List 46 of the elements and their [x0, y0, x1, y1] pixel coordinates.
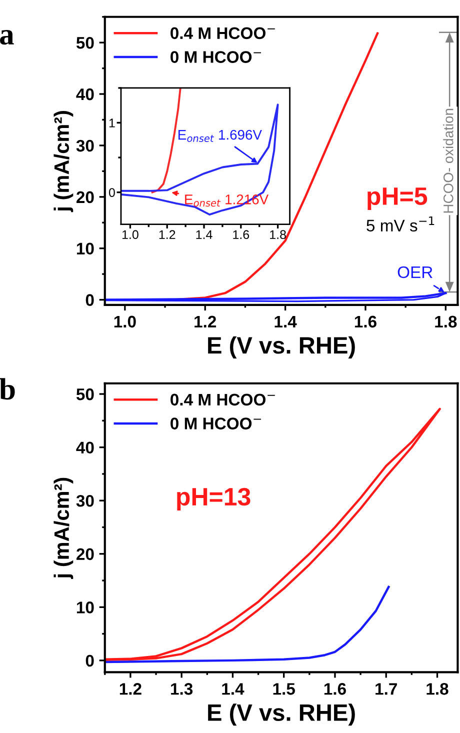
legend-label: 0.4 M HCOO$^{−}$	[170, 27, 275, 40]
y-tick-label: 10	[76, 242, 94, 255]
y-tick-label: 30	[76, 494, 94, 507]
y-tick-label: 30	[76, 140, 94, 152]
annotation: pH=5	[368, 188, 428, 210]
x-tick-label: 1.6	[354, 316, 376, 328]
y-tick-label: 50	[76, 36, 94, 49]
x-tick-label: 1.2	[120, 683, 142, 695]
x-tick-label: 1.8	[435, 316, 457, 328]
x-tick-label: 1.2	[159, 230, 176, 239]
y-tick-label: 10	[76, 602, 94, 614]
x-tick-label: 1.6	[233, 230, 250, 240]
y-tick-label: 1	[109, 118, 115, 128]
y-tick-label: 0	[108, 188, 115, 197]
x-tick-label: 1.5	[273, 683, 295, 695]
x-tick-label: 1.6	[324, 683, 346, 695]
x-tick-label: 1.2	[194, 316, 216, 328]
x-axis-title: E (V vs. RHE)	[208, 704, 355, 726]
y-tick-label: 0	[86, 654, 94, 667]
x-tick-label: 1.4	[222, 683, 244, 695]
annotation: OER	[398, 266, 432, 278]
y-tick-label: 20	[76, 548, 94, 560]
legend-label: 0.4 M HCOO$^{−}$	[170, 394, 275, 406]
x-tick-label: 1.8	[426, 683, 448, 695]
y-tick-label: 0	[86, 294, 94, 306]
x-tick-label: 1.7	[376, 683, 397, 695]
x-axis-title: E (V vs. RHE)	[208, 336, 355, 358]
x-tick-label: 1.0	[122, 230, 138, 240]
legend-label: 0 M HCOO$^{−}$	[170, 418, 261, 430]
annotation: HCOO- oxidation	[443, 108, 454, 213]
annotation: 5 mV s$^{−1}$	[366, 216, 434, 232]
x-tick-label: 1.4	[274, 316, 297, 328]
annotation: pH=13	[177, 488, 250, 511]
annotation: E$_{onset}$ 1.696V	[178, 130, 262, 142]
y-axis-title: j (mA/cm²)	[54, 478, 74, 580]
y-tick-label: 40	[76, 442, 94, 454]
text: a	[0, 30, 14, 45]
x-tick-label: 1.8	[270, 230, 286, 240]
legend-label: 0 M HCOO$^{−}$	[170, 51, 261, 63]
y-axis-title: j (mA/cm²)	[54, 111, 74, 212]
x-tick-label: 1.0	[114, 316, 136, 328]
x-tick-label: 1.3	[171, 683, 193, 695]
x-tick-label: 1.4	[196, 230, 212, 239]
y-tick-label: 20	[76, 191, 94, 204]
y-tick-label: 40	[76, 88, 94, 100]
y-tick-label: 50	[76, 388, 94, 400]
